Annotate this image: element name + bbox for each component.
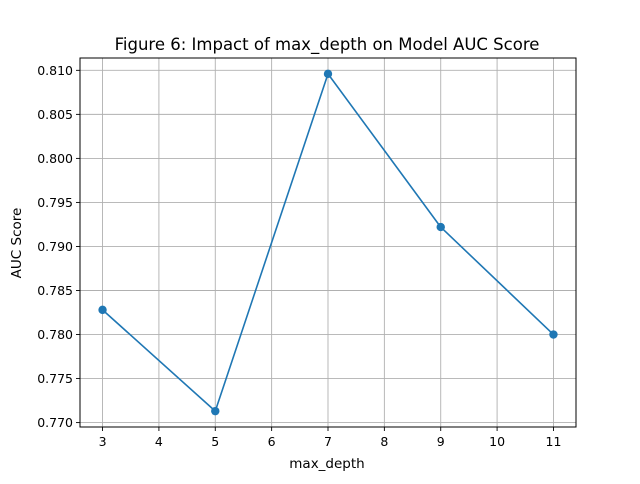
x-tick-label: 10 — [489, 434, 505, 449]
x-tick-label: 7 — [324, 434, 332, 449]
y-tick-label: 0.785 — [37, 283, 73, 298]
series-layer — [98, 69, 558, 416]
x-tick-label: 4 — [155, 434, 163, 449]
x-tick-label: 9 — [437, 434, 445, 449]
y-axis-label: AUC Score — [9, 208, 25, 279]
x-tick-label: 5 — [211, 434, 219, 449]
y-tick-label: 0.805 — [37, 107, 73, 122]
y-tick-label: 0.780 — [37, 327, 73, 342]
y-tick-label: 0.790 — [37, 239, 73, 254]
y-tick-label: 0.800 — [37, 151, 73, 166]
x-tick-label: 8 — [380, 434, 388, 449]
data-point — [211, 406, 220, 416]
y-tick-label: 0.795 — [37, 195, 73, 210]
tick-layer: 3 4 5 6 7 8 9 10 11 0.770 0.775 0.780 0.785 0.790 0.79… — [37, 63, 561, 449]
data-point — [549, 330, 558, 339]
y-tick-label: 0.770 — [37, 415, 73, 430]
y-tick-label: 0.775 — [37, 371, 73, 386]
x-axis-label: max_depth — [289, 456, 364, 472]
x-tick-label: 3 — [99, 434, 107, 449]
data-point — [98, 305, 107, 315]
data-point — [436, 222, 445, 232]
chart-title: Figure 6: Impact of max_depth on Model A… — [115, 35, 540, 55]
x-tick-label: 6 — [268, 434, 276, 449]
y-tick-label: 0.810 — [37, 63, 73, 78]
data-point — [323, 69, 333, 79]
x-tick-label: 11 — [546, 434, 562, 449]
